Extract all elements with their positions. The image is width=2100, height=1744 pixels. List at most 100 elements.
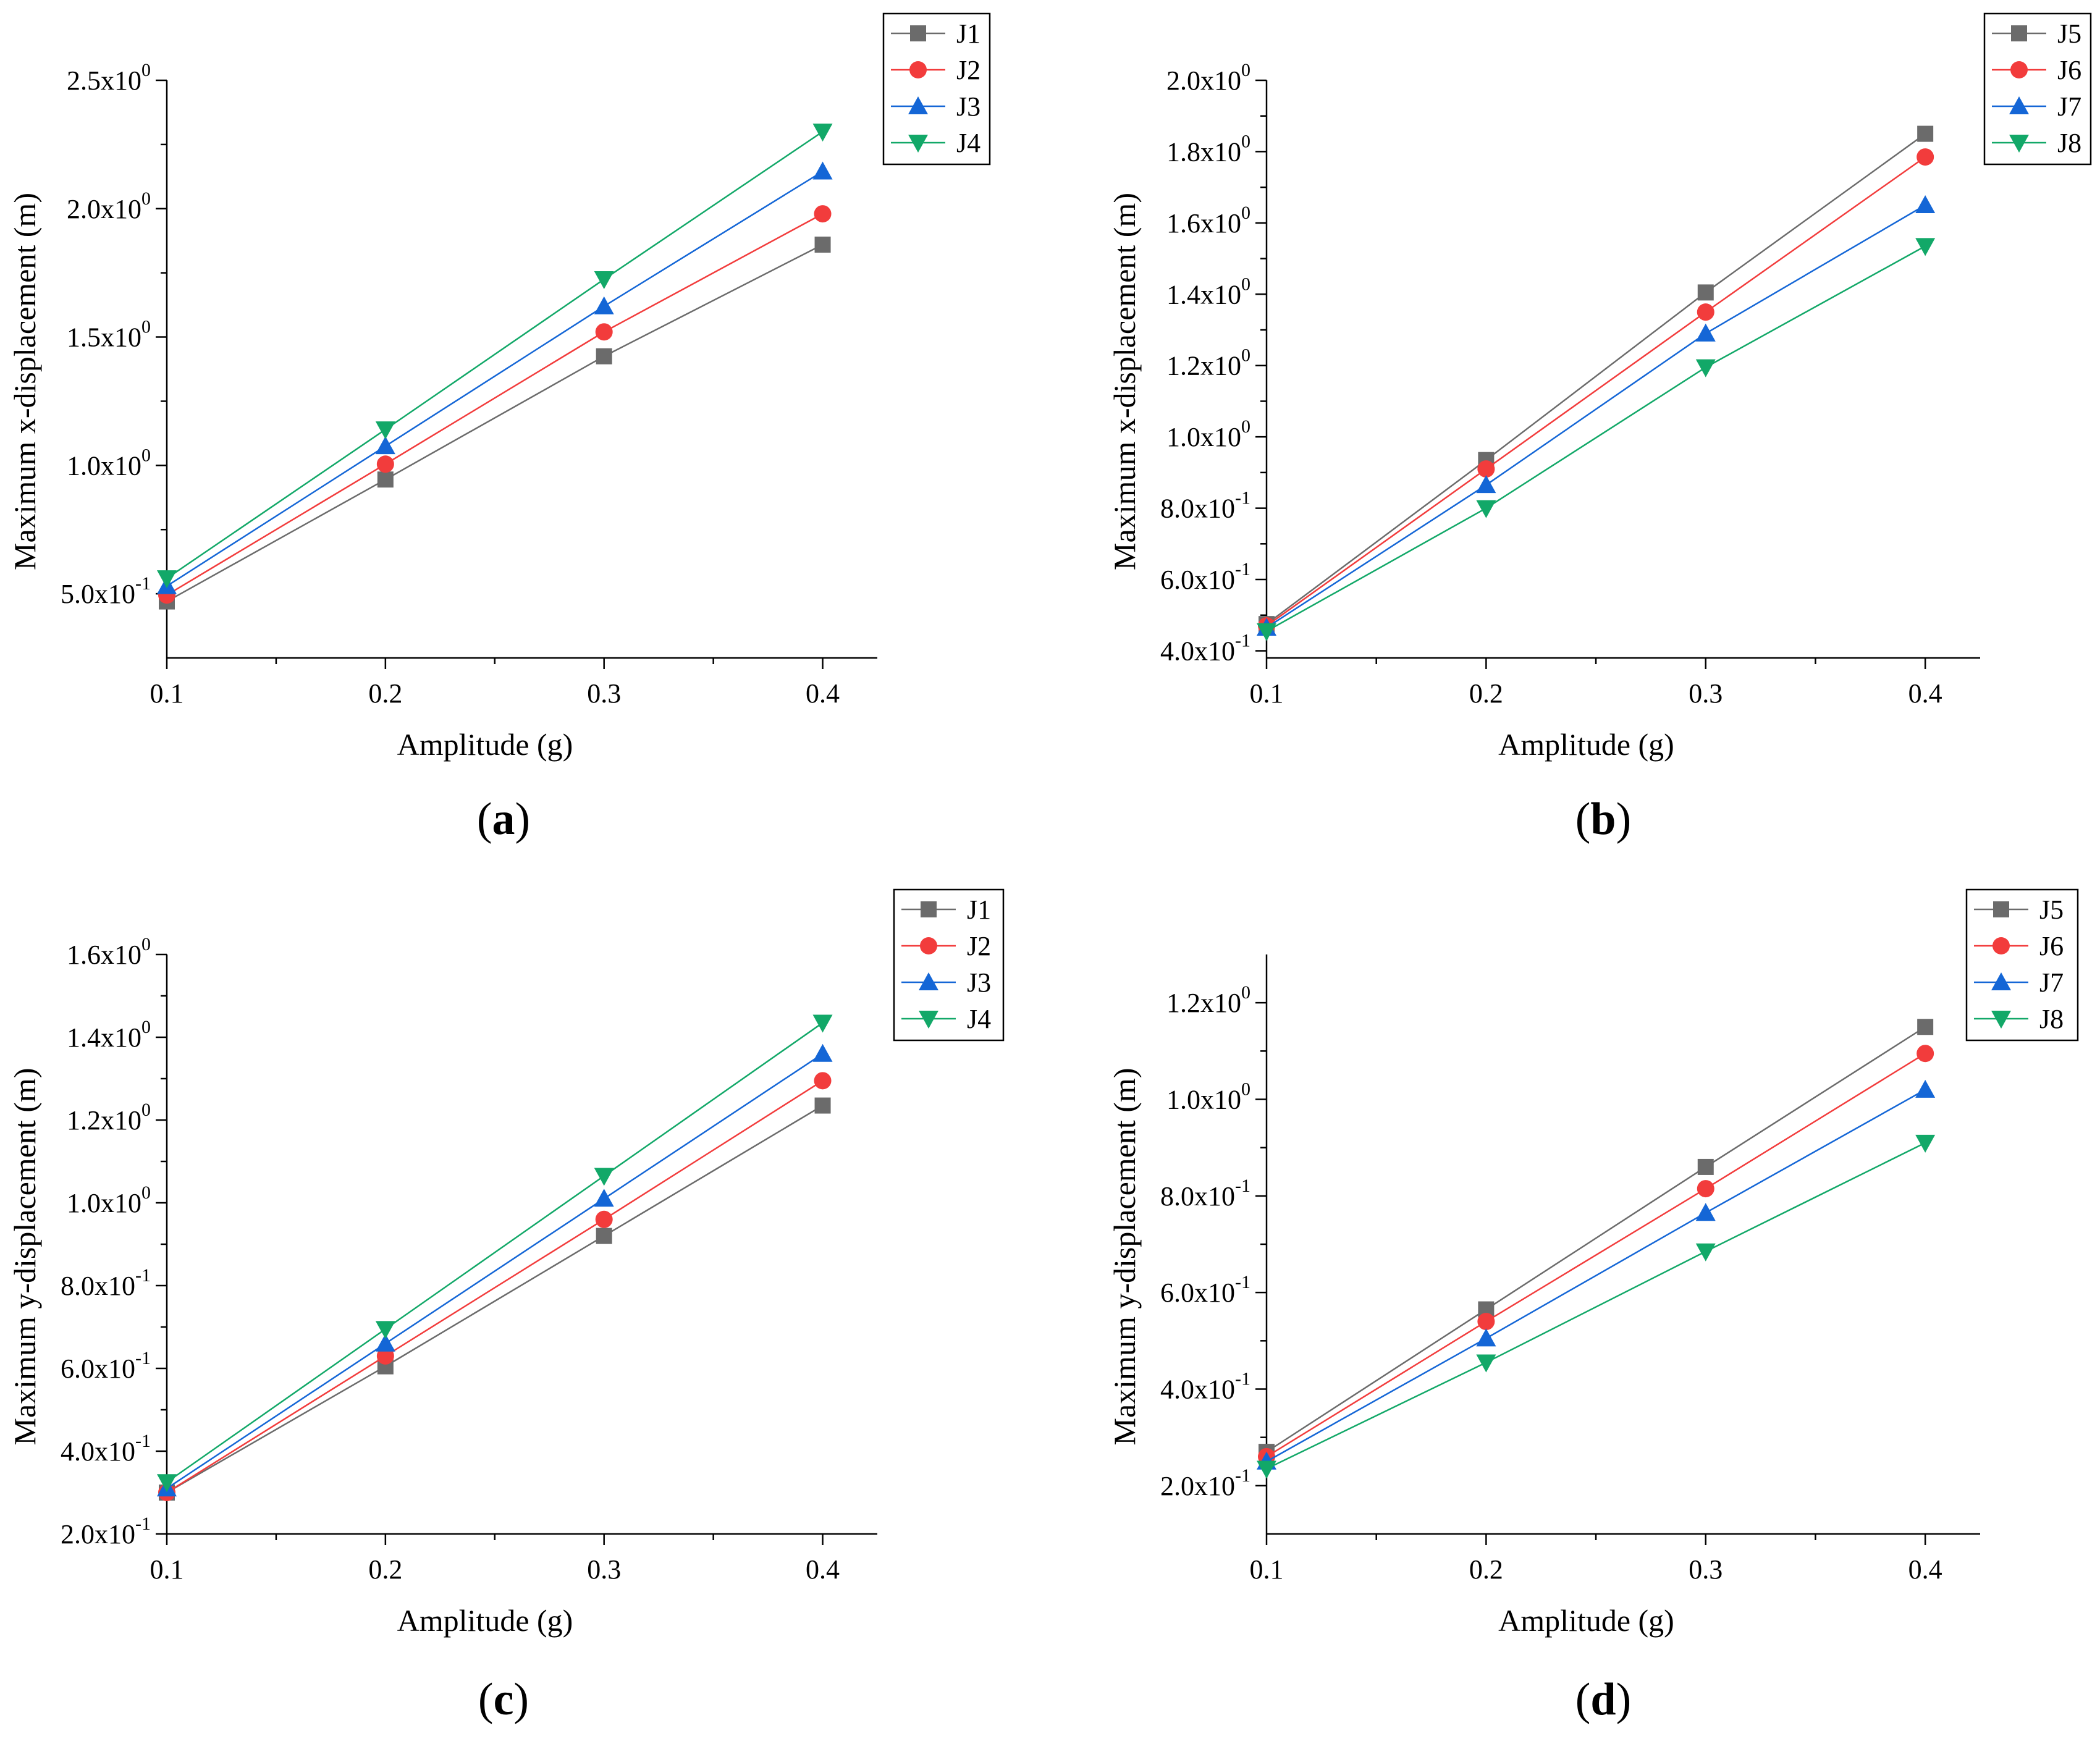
- x-tick-label: 0.3: [587, 678, 621, 709]
- y-tick-label: 1.0x100: [67, 445, 151, 481]
- data-point-J8: [1915, 1134, 1936, 1153]
- series-line-J7: [1266, 1089, 1926, 1462]
- legend-label-J4: J4: [956, 128, 980, 158]
- panel-label: (a): [477, 794, 530, 845]
- x-tick-label: 0.4: [1908, 678, 1942, 709]
- data-point-J8: [1257, 1460, 1276, 1479]
- data-point-J4: [375, 421, 395, 440]
- y-tick-label: 8.0x10-1: [1160, 1176, 1250, 1211]
- y-tick-label: 2.0x10-1: [1160, 1465, 1250, 1501]
- y-tick-label: 2.5x100: [67, 60, 151, 96]
- x-tick-label: 0.3: [1689, 1554, 1723, 1585]
- legend-label-J4: J4: [967, 1004, 991, 1034]
- series-line-J6: [1266, 156, 1926, 627]
- legend-marker-J1: [910, 25, 926, 41]
- data-point-J2: [814, 205, 832, 223]
- legend: J5 J6 J7 J8: [1983, 12, 2092, 166]
- y-tick-label: 2.0x100: [1166, 60, 1250, 96]
- y-tick-label: 1.5x100: [67, 317, 151, 353]
- data-point-J3: [594, 1189, 614, 1207]
- y-tick-label: 2.0x10-1: [61, 1514, 151, 1549]
- data-point-J2: [376, 455, 394, 473]
- y-axis-title: Maximum x-displacement (m): [1107, 193, 1142, 570]
- data-point-J5: [1697, 284, 1714, 301]
- x-tick-label: 0.2: [368, 678, 402, 709]
- legend-label-J7: J7: [2039, 967, 2064, 998]
- data-point-J6: [1917, 1045, 1934, 1063]
- data-point-J7: [1476, 1328, 1496, 1347]
- legend-box: [1983, 12, 2092, 166]
- legend-marker-J4: [919, 1011, 938, 1029]
- data-point-J1: [814, 236, 831, 253]
- data-point-J8: [1695, 1243, 1716, 1262]
- data-point-J6: [1917, 148, 1934, 166]
- series-line-J2: [166, 213, 824, 596]
- legend-marker-J2: [909, 61, 927, 78]
- data-point-J2: [814, 1072, 832, 1090]
- series-line-J5: [1266, 133, 1926, 625]
- series-line-J1: [166, 243, 824, 602]
- series-line-J3: [166, 1053, 824, 1489]
- panel-label: (d): [1575, 1674, 1631, 1725]
- y-tick-label: 1.0x100: [1166, 416, 1250, 452]
- y-axis-title: Maximum y-displacement (m): [1107, 1068, 1142, 1446]
- legend-label-J1: J1: [967, 895, 991, 925]
- legend-marker-J2: [920, 937, 937, 954]
- legend-marker-J1: [921, 901, 937, 917]
- y-tick-label: 6.0x10-1: [1160, 559, 1250, 595]
- data-point-J4: [157, 1474, 177, 1493]
- data-point-J4: [812, 124, 833, 142]
- x-axis-title: Amplitude (g): [397, 1603, 573, 1638]
- panel-label: (c): [478, 1674, 529, 1725]
- data-point-J3: [375, 1333, 395, 1352]
- data-point-J4: [594, 271, 614, 290]
- data-point-J8: [1476, 500, 1496, 518]
- data-point-J7: [1915, 195, 1936, 214]
- legend-marker-J5: [2011, 25, 2027, 41]
- data-point-J4: [157, 570, 177, 589]
- y-axis-title: Maximum y-displacement (m): [7, 1068, 42, 1446]
- x-tick-label: 0.2: [1469, 1554, 1503, 1585]
- data-point-J3: [812, 161, 833, 180]
- data-point-J1: [596, 348, 612, 364]
- legend-box: [882, 12, 991, 166]
- legend-label-J8: J8: [2057, 128, 2081, 158]
- data-point-J5: [1917, 125, 1934, 142]
- data-point-J7: [1476, 475, 1496, 494]
- legend-marker-J3: [919, 972, 938, 990]
- chart-panel-a: 5.0x10-1 1.0x100 1.5x100 2.0x100 2.5x100 0.1 0…: [7, 12, 991, 845]
- series-line-J7: [1266, 204, 1926, 628]
- legend-label-J7: J7: [2057, 91, 2081, 122]
- legend-label-J3: J3: [956, 91, 980, 122]
- legend-label-J1: J1: [956, 19, 980, 49]
- series-line-J5: [1266, 1026, 1926, 1453]
- legend-marker-J6: [2010, 61, 2028, 78]
- x-axis-title: Amplitude (g): [1498, 1603, 1674, 1638]
- legend-marker-J7: [1991, 972, 2011, 990]
- y-tick-label: 1.0x100: [1166, 1079, 1250, 1115]
- legend-box: [893, 888, 1005, 1042]
- data-point-J3: [812, 1043, 833, 1062]
- series-line-J4: [166, 1022, 824, 1483]
- y-tick-label: 6.0x10-1: [1160, 1272, 1250, 1308]
- data-point-J1: [596, 1228, 612, 1244]
- y-tick-label: 1.2x100: [1166, 982, 1250, 1018]
- y-tick-label: 1.6x100: [67, 934, 151, 970]
- data-point-J6: [1477, 460, 1495, 478]
- data-point-J4: [594, 1168, 614, 1186]
- legend-marker-J8: [1991, 1011, 2011, 1029]
- x-tick-label: 0.3: [1689, 678, 1723, 709]
- legend: J1 J2 J3 J4: [893, 888, 1005, 1042]
- x-tick-label: 0.1: [1250, 1554, 1284, 1585]
- y-tick-label: 4.0x10-1: [1160, 1369, 1250, 1405]
- data-point-J3: [594, 296, 614, 314]
- x-axis-title: Amplitude (g): [397, 727, 573, 762]
- series-line-J3: [166, 171, 824, 587]
- data-point-J8: [1257, 623, 1276, 641]
- data-point-J5: [1917, 1019, 1934, 1035]
- data-point-J6: [1477, 1313, 1495, 1331]
- x-tick-label: 0.4: [806, 678, 840, 709]
- data-point-J2: [376, 1347, 394, 1365]
- legend-marker-J4: [908, 135, 928, 153]
